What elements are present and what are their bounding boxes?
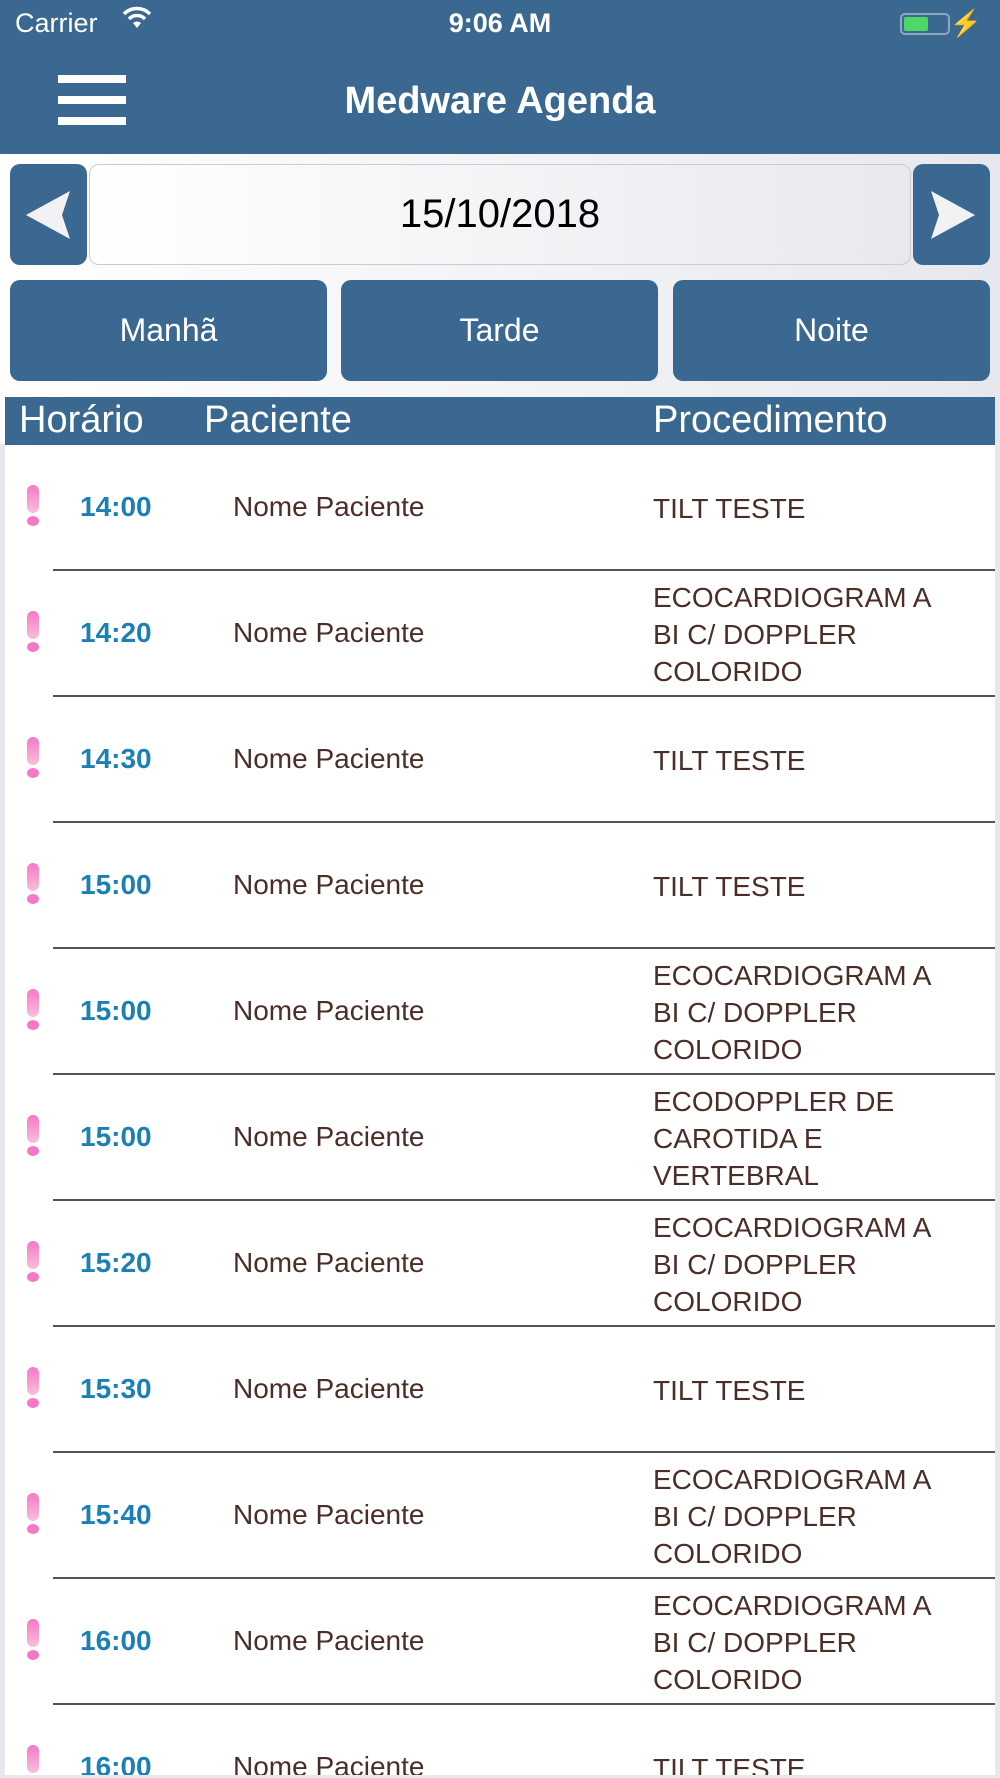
row-divider <box>53 821 995 823</box>
row-divider <box>53 1577 995 1579</box>
alert-icon <box>27 1367 41 1409</box>
row-time: 15:40 <box>80 1499 152 1530</box>
row-patient: Nome Paciente <box>233 1373 425 1404</box>
table-row[interactable]: 14:30 Nome Paciente TILT TESTE <box>5 697 995 823</box>
alert-icon <box>27 1115 41 1157</box>
row-procedure: ECOCARDIOGRAM A BI C/ DOPPLER COLORIDO <box>653 571 953 697</box>
top-bar: Carrier 9:06 AM ⚡ Medware Agenda <box>0 0 1000 154</box>
hamburger-icon[interactable] <box>58 75 126 125</box>
row-procedure-text: TILT TESTE <box>653 492 806 524</box>
row-procedure-text: TILT TESTE <box>653 744 806 776</box>
tab-noite[interactable]: Noite <box>673 280 990 381</box>
row-procedure: ECOCARDIOGRAM A BI C/ DOPPLER COLORIDO <box>653 949 953 1075</box>
alert-icon <box>27 863 41 905</box>
row-patient: Nome Paciente <box>233 869 425 900</box>
table-row[interactable]: 15:40 Nome Paciente ECOCARDIOGRAM A BI C/ … <box>5 1453 995 1579</box>
row-patient: Nome Paciente <box>233 995 425 1026</box>
row-procedure: TILT TESTE <box>653 1705 953 1776</box>
row-divider <box>53 1199 995 1201</box>
alert-icon <box>27 485 41 527</box>
row-procedure-text: TILT TESTE <box>653 1374 806 1406</box>
alert-icon <box>27 1745 41 1775</box>
row-time: 15:30 <box>80 1373 152 1404</box>
row-patient: Nome Paciente <box>233 1247 425 1278</box>
header-time: Horário <box>19 399 144 441</box>
table-row[interactable]: 16:00 Nome Paciente ECOCARDIOGRAM A BI C/ … <box>5 1579 995 1705</box>
table-row[interactable]: 15:20 Nome Paciente ECOCARDIOGRAM A BI C/ … <box>5 1201 995 1327</box>
charging-icon: ⚡ <box>949 8 982 38</box>
table-row[interactable]: 15:00 Nome Paciente ECOCARDIOGRAM A BI C/ … <box>5 949 995 1075</box>
date-controls: 15/10/2018 Manhã Tarde Noite <box>0 154 1000 444</box>
arrow-right-icon <box>931 191 975 239</box>
tab-tarde[interactable]: Tarde <box>341 280 658 381</box>
row-patient: Nome Paciente <box>233 1751 425 1775</box>
arrow-left-icon <box>26 191 70 239</box>
row-divider <box>53 695 995 697</box>
alert-icon <box>27 1493 41 1535</box>
row-divider <box>53 1073 995 1075</box>
row-patient: Nome Paciente <box>233 617 425 648</box>
header-patient: Paciente <box>204 399 352 441</box>
row-time: 15:00 <box>80 1121 152 1152</box>
row-divider <box>53 1703 995 1705</box>
row-procedure: ECODOPPLER DE CAROTIDA E VERTEBRAL <box>653 1075 953 1201</box>
row-procedure: ECOCARDIOGRAM A BI C/ DOPPLER COLORIDO <box>653 1453 953 1579</box>
page-title: Medware Agenda <box>344 80 656 122</box>
row-procedure: TILT TESTE <box>653 697 953 823</box>
row-procedure: ECOCARDIOGRAM A BI C/ DOPPLER COLORIDO <box>653 1579 953 1705</box>
row-procedure-text: ECOCARDIOGRAM A BI C/ DOPPLER COLORIDO <box>653 1589 930 1695</box>
table-row[interactable]: 16:00 Nome Paciente TILT TESTE <box>5 1705 995 1775</box>
appointment-list[interactable]: 14:00 Nome Paciente TILT TESTE 14:20 Nome Pa… <box>5 445 995 1775</box>
row-procedure: TILT TESTE <box>653 823 953 949</box>
row-patient: Nome Paciente <box>233 1625 425 1656</box>
table-row[interactable]: 15:00 Nome Paciente TILT TESTE <box>5 823 995 949</box>
row-procedure: TILT TESTE <box>653 1327 953 1453</box>
row-time: 16:00 <box>80 1751 152 1775</box>
row-time: 15:00 <box>80 995 152 1026</box>
row-procedure: ECOCARDIOGRAM A BI C/ DOPPLER COLORIDO <box>653 1201 953 1327</box>
alert-icon <box>27 737 41 779</box>
row-patient: Nome Paciente <box>233 491 425 522</box>
row-procedure-text: ECOCARDIOGRAM A BI C/ DOPPLER COLORIDO <box>653 581 930 687</box>
date-field[interactable]: 15/10/2018 <box>89 164 911 265</box>
status-time: 9:06 AM <box>448 8 552 38</box>
row-procedure-text: ECODOPPLER DE CAROTIDA E VERTEBRAL <box>653 1085 895 1191</box>
table-row[interactable]: 14:20 Nome Paciente ECOCARDIOGRAM A BI C/ … <box>5 571 995 697</box>
row-time: 14:20 <box>80 617 152 648</box>
carrier-label: Carrier <box>15 8 98 38</box>
table-row[interactable]: 15:00 Nome Paciente ECODOPPLER DE CAROTIDA… <box>5 1075 995 1201</box>
table-row[interactable]: 14:00 Nome Paciente TILT TESTE <box>5 445 995 571</box>
row-divider <box>53 947 995 949</box>
row-divider <box>53 1451 995 1453</box>
row-time: 15:20 <box>80 1247 152 1278</box>
row-time: 14:30 <box>80 743 152 774</box>
row-divider <box>53 1325 995 1327</box>
row-procedure-text: ECOCARDIOGRAM A BI C/ DOPPLER COLORIDO <box>653 1211 930 1317</box>
alert-icon <box>27 1619 41 1661</box>
table-row[interactable]: 15:30 Nome Paciente TILT TESTE <box>5 1327 995 1453</box>
next-date-button[interactable] <box>913 164 990 265</box>
header-procedure: Procedimento <box>653 399 888 441</box>
alert-icon <box>27 989 41 1031</box>
row-procedure-text: ECOCARDIOGRAM A BI C/ DOPPLER COLORIDO <box>653 959 930 1065</box>
row-procedure-text: ECOCARDIOGRAM A BI C/ DOPPLER COLORIDO <box>653 1463 930 1569</box>
alert-icon <box>27 1241 41 1283</box>
row-procedure-text: TILT TESTE <box>653 1752 806 1776</box>
row-patient: Nome Paciente <box>233 1121 425 1152</box>
row-time: 14:00 <box>80 491 152 522</box>
battery-icon <box>900 13 950 35</box>
row-procedure-text: TILT TESTE <box>653 870 806 902</box>
wifi-icon <box>122 6 152 37</box>
row-time: 16:00 <box>80 1625 152 1656</box>
row-divider <box>53 569 995 571</box>
prev-date-button[interactable] <box>10 164 87 265</box>
row-patient: Nome Paciente <box>233 743 425 774</box>
table-header: Horário Paciente Procedimento <box>5 397 995 445</box>
row-time: 15:00 <box>80 869 152 900</box>
row-procedure: TILT TESTE <box>653 445 953 571</box>
tab-manha[interactable]: Manhã <box>10 280 327 381</box>
alert-icon <box>27 611 41 653</box>
row-patient: Nome Paciente <box>233 1499 425 1530</box>
